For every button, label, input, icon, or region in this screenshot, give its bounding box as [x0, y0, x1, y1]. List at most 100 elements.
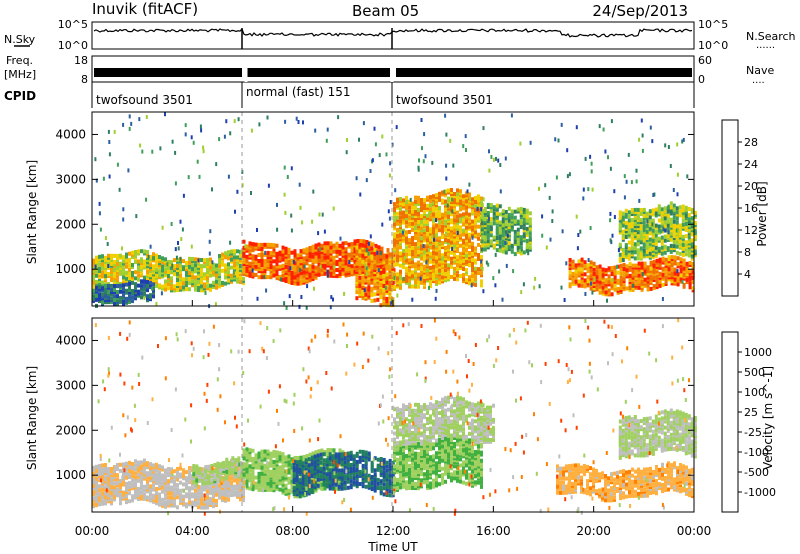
- velocity-cell-131: [116, 473, 119, 478]
- power-cell-1001: [350, 264, 354, 269]
- power-cell-599: [251, 244, 255, 249]
- power-cell-611: [257, 275, 261, 280]
- power-cell-2220: [471, 247, 474, 252]
- power-cell-876: [320, 256, 324, 260]
- power-cell-3181: [651, 218, 655, 223]
- power-cell-2266: [477, 257, 480, 261]
- power-cell-255: [161, 284, 164, 289]
- power-cell-2970: [691, 270, 695, 275]
- power-cell-1191: [358, 294, 362, 298]
- power-cell-806: [305, 273, 309, 278]
- power-cell-1084: [368, 241, 372, 246]
- power-cell-1067: [365, 258, 369, 263]
- power-cell-93: [113, 253, 116, 258]
- power-cell-1193: [358, 289, 362, 294]
- power-speck-288: [323, 229, 326, 234]
- power-cell-3359: [687, 249, 691, 254]
- power-cell-2755: [628, 276, 632, 280]
- power-cell-820: [308, 268, 312, 273]
- power-speck-231: [435, 288, 438, 293]
- power-cell-1206: [358, 253, 362, 258]
- power-cell-3471: [116, 294, 119, 299]
- power-cell-284: [167, 266, 170, 270]
- power-cell-1527: [405, 278, 408, 283]
- power-cell-750: [290, 258, 294, 263]
- power-cell-2721: [616, 270, 620, 275]
- power-cell-2718: [616, 286, 620, 291]
- power-speck-97: [208, 251, 211, 256]
- power-cell-676: [272, 259, 276, 264]
- power-cell-617: [257, 259, 261, 263]
- power-speck-342: [630, 180, 633, 185]
- power-cell-3188: [654, 245, 658, 250]
- power-speck-16: [610, 119, 613, 124]
- power-cell-3514: [134, 282, 137, 287]
- power-cell-2584: [571, 259, 575, 264]
- power-cell-2095: [459, 227, 462, 232]
- power-cell-2141: [465, 278, 468, 283]
- power-cell-2003: [450, 230, 453, 235]
- power-cell-1589: [411, 270, 414, 275]
- power-cell-1343: [382, 284, 386, 288]
- power-cell-194: [146, 270, 149, 275]
- power-cell-1640: [414, 199, 417, 204]
- power-cell-3543: [149, 285, 152, 290]
- power-cell-1240: [364, 268, 368, 273]
- power-cell-1896: [438, 191, 441, 196]
- velocity-cell-309: [158, 502, 161, 507]
- power-cell-1255: [367, 271, 371, 276]
- power-colorbar-label: Power [dB]: [755, 181, 769, 246]
- power-cell-3127: [642, 214, 646, 218]
- power-cell-3014: [624, 220, 628, 225]
- power-speck-177: [579, 229, 582, 234]
- power-cell-2593: [577, 281, 581, 286]
- velocity-cell-232: [140, 476, 143, 481]
- power-speck-46: [582, 187, 585, 192]
- power-cell-1279: [370, 254, 374, 259]
- power-cell-1612: [414, 284, 417, 289]
- velocity-cell-629: [230, 458, 233, 463]
- power-cell-1443: [396, 272, 399, 277]
- power-cell-2260: [474, 204, 477, 209]
- power-cell-2834: [649, 260, 653, 265]
- power-cell-1886: [438, 224, 441, 229]
- power-speck-24: [174, 181, 177, 186]
- velocity-cell-52: [101, 483, 104, 488]
- power-cell-3356: [684, 205, 688, 210]
- power-cell-219: [152, 276, 155, 281]
- power-cell-939: [335, 253, 339, 258]
- velocity-cell-754: [219, 466, 223, 471]
- power-cell-295: [170, 266, 173, 271]
- velocity-cell-489: [200, 485, 203, 490]
- power-cell-2546: [525, 230, 529, 235]
- power-cell-3264: [669, 243, 673, 248]
- power-speck-353: [422, 244, 425, 248]
- velocity-cell-173: [125, 461, 128, 466]
- power-cell-660: [269, 271, 273, 276]
- power-cell-1307: [376, 273, 380, 278]
- power-cell-1474: [399, 273, 402, 278]
- power-cell-2527: [522, 238, 526, 243]
- velocity-cell-148: [122, 490, 125, 495]
- power-cell-2525: [519, 206, 523, 211]
- power-cell-3331: [681, 234, 685, 239]
- power-cell-3277: [669, 201, 673, 206]
- power-ytick-label-3: 4000: [55, 127, 86, 141]
- power-cell-253: [158, 255, 161, 259]
- power-cell-2315: [480, 243, 484, 248]
- power-speck-225: [664, 143, 667, 148]
- power-cell-2257: [474, 214, 477, 219]
- power-cell-5: [92, 272, 95, 277]
- power-speck-39: [445, 163, 448, 168]
- power-cell-1195: [358, 283, 362, 288]
- velocity-cell-866: [257, 483, 261, 488]
- velocity-cell-230: [140, 480, 143, 485]
- velocity-cell-879: [260, 483, 264, 488]
- velocity-cell-768: [225, 463, 229, 468]
- power-cell-795: [302, 268, 306, 273]
- power-cell-356: [188, 256, 191, 261]
- power-cell-2088: [459, 255, 462, 260]
- power-speck-28: [179, 256, 182, 261]
- power-speck-196: [527, 251, 530, 256]
- power-cell-1772: [429, 278, 432, 282]
